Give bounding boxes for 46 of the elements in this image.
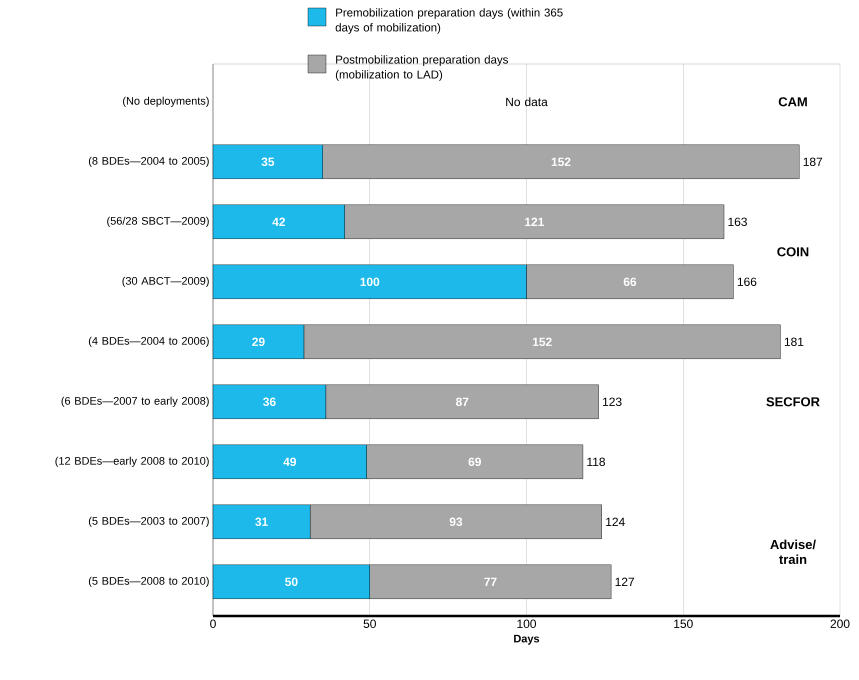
total-label: 127 (616, 578, 634, 586)
y-tick-label: (12 BDEs—early 2008 to 2010) (55, 456, 209, 467)
total-label: 181 (784, 338, 804, 346)
y-tick-label: (No deployments) (123, 96, 209, 107)
y-tick-label: (56/28 SBCT—2009) (107, 216, 209, 227)
y-tick-label: (4 BDEs—2004 to 2006) (88, 336, 209, 347)
legend-label: Premobilization preparation days (within 365 days of mobilization) (336, 8, 563, 34)
y-tick-label: (6 BDEs—2007 to early 2008) (62, 396, 209, 407)
data-label: 50 (285, 578, 298, 586)
x-tick-label: 0 (210, 620, 216, 628)
total-label: 187 (804, 158, 822, 166)
total-label: 166 (738, 278, 756, 286)
data-label: 152 (532, 338, 552, 346)
annotation: No data (506, 97, 548, 106)
x-tick-label: 150 (674, 620, 693, 628)
annotation: SECFOR (766, 397, 820, 406)
total-label: 163 (728, 218, 747, 226)
data-label: 69 (468, 458, 481, 466)
x-tick-label: 200 (830, 620, 850, 628)
data-label: 36 (263, 398, 276, 406)
data-label: 29 (252, 338, 265, 346)
data-label: 93 (450, 518, 462, 526)
data-label: 31 (255, 518, 268, 526)
legend-label: Postmobilization preparation days (mobilization to LAD) (336, 55, 508, 81)
total-label: 124 (606, 518, 625, 526)
annotation: COIN (777, 247, 808, 256)
x-tick-label: 50 (364, 620, 376, 628)
annotation: CAM (778, 97, 807, 106)
x-axis-title: Days (514, 634, 540, 645)
data-label: 77 (484, 578, 497, 586)
total-label: 118 (587, 458, 605, 466)
y-tick-label: (30 ABCT—2009) (122, 276, 209, 287)
y-tick-label: (5 BDEs—2003 to 2007) (88, 516, 209, 527)
data-label: 121 (525, 218, 544, 226)
data-label: 49 (283, 458, 296, 466)
data-label: 152 (552, 158, 570, 166)
data-label: 66 (624, 278, 636, 286)
y-tick-label: (8 BDEs—2004 to 2005) (88, 156, 209, 167)
data-label: 35 (261, 158, 274, 166)
data-label: 42 (272, 218, 286, 226)
data-label: 87 (456, 398, 468, 406)
y-tick-label: (5 BDEs—2008 to 2010) (88, 576, 209, 587)
annotation: Advise/ train (770, 540, 816, 564)
x-tick-label: 100 (517, 620, 536, 628)
data-label: 100 (360, 278, 380, 286)
total-label: 123 (603, 398, 622, 406)
